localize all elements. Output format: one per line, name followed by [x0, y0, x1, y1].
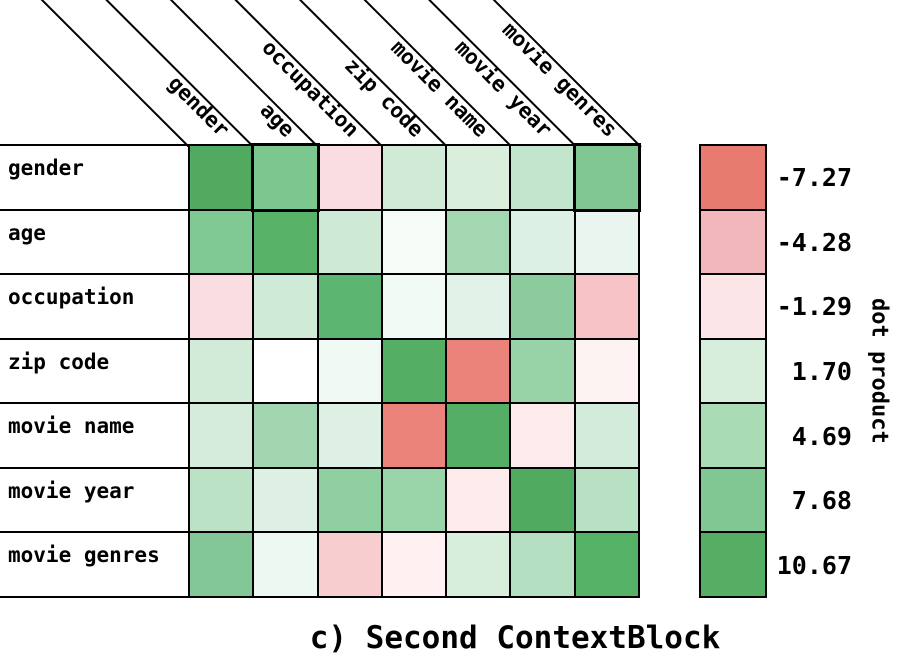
- heatmap-cell-gender-x-movie-name: [447, 146, 510, 209]
- heatmap-cell-occupation-x-movie-year: [511, 275, 574, 338]
- heatmap-cell-movie-genres-x-gender: [190, 533, 253, 596]
- heatmap-cell-zip-code-x-gender: [190, 339, 253, 403]
- row-label-gender: gender: [0, 144, 190, 209]
- heatmap-cell-age-x-movie-year: [511, 210, 574, 274]
- column-header-diagonal-lines: [40, 0, 642, 147]
- heatmap-cell-movie-name-x-movie-name: [447, 404, 510, 467]
- colorbar-cell: [701, 468, 765, 532]
- colorbar-tick-label: -7.27: [776, 163, 852, 193]
- colorbar-cell: [701, 146, 765, 209]
- heatmap-cell-age-x-movie-genres: [575, 210, 638, 274]
- heatmap-cell-age-x-zip-code: [382, 210, 446, 274]
- colorbar-tick-label: -1.29: [776, 292, 852, 322]
- heatmap-cell-occupation-x-gender: [190, 275, 253, 338]
- heatmap-cell-movie-year-x-age: [254, 468, 317, 532]
- heatmap-cell-zip-code-x-movie-genres: [575, 339, 638, 403]
- colorbar-tick-label: 1.70: [791, 357, 852, 386]
- heatmap-cell-age-x-occupation: [318, 210, 381, 274]
- colorbar-title-text: dot product: [866, 298, 892, 444]
- col-label-gender: gender: [163, 71, 235, 142]
- colorbar: [699, 144, 767, 598]
- heatmap-cell-occupation-x-occupation: [318, 275, 381, 338]
- heatmap-cell-gender-x-gender: [190, 146, 253, 209]
- heatmap-cell-zip-code-x-movie-year: [511, 339, 574, 403]
- heatmap-cell-movie-name-x-occupation: [318, 404, 381, 467]
- colorbar-cell: [701, 210, 765, 274]
- heatmap-cell-movie-year-x-movie-name: [447, 468, 510, 532]
- heatmap-cell-gender-x-movie-genres: [575, 146, 638, 209]
- heatmap-cell-age-x-gender: [190, 210, 253, 274]
- heatmap-cell-movie-year-x-occupation: [318, 468, 381, 532]
- heatmap-cell-occupation-x-zip-code: [382, 275, 446, 338]
- colorbar-cell: [701, 275, 765, 338]
- heatmap-cell-zip-code-x-occupation: [318, 339, 381, 403]
- row-label-zip-code: zip code: [0, 337, 190, 403]
- row-label-age: age: [0, 208, 190, 274]
- heatmap-cell-movie-name-x-age: [254, 404, 317, 467]
- diagonal-line: [40, 0, 190, 147]
- heatmap-cell-zip-code-x-zip-code: [382, 339, 446, 403]
- heatmap-cell-movie-year-x-zip-code: [382, 468, 446, 532]
- heatmap-cell-movie-name-x-zip-code: [382, 404, 446, 467]
- colorbar-tick-label: 10.67: [776, 550, 852, 580]
- heatmap-cell-occupation-x-movie-genres: [575, 275, 638, 338]
- heatmap-cell-movie-year-x-movie-year: [511, 468, 574, 532]
- heatmap-cell-movie-genres-x-movie-year: [511, 533, 574, 596]
- row-label-occupation: occupation: [0, 273, 190, 338]
- heatmap-cell-occupation-x-movie-name: [447, 275, 510, 338]
- heatmap-cell-age-x-age: [254, 210, 317, 274]
- heatmap-cell-movie-genres-x-zip-code: [382, 533, 446, 596]
- heatmap-cell-movie-name-x-gender: [190, 404, 253, 467]
- colorbar-tick-label: 4.69: [791, 421, 852, 451]
- heatmap-cell-movie-name-x-movie-year: [511, 404, 574, 467]
- heatmap-cell-gender-x-zip-code: [382, 146, 446, 209]
- heatmap-grid: [188, 144, 640, 598]
- colorbar-title: dot product: [856, 144, 902, 598]
- figure-caption: c) Second ContextBlock: [309, 620, 721, 656]
- heatmap-cell-movie-genres-x-occupation: [318, 533, 381, 596]
- colorbar-tick-label: 7.68: [791, 486, 852, 516]
- colorbar-cell: [701, 339, 765, 403]
- heatmap-cell-gender-x-movie-year: [511, 146, 574, 209]
- row-label-movie-name: movie name: [0, 402, 190, 467]
- heatmap-cell-occupation-x-age: [254, 275, 317, 338]
- row-label-movie-year: movie year: [0, 466, 190, 532]
- heatmap-cell-movie-genres-x-movie-genres: [575, 533, 638, 596]
- col-label-movie-genres: movie genres: [497, 17, 622, 142]
- colorbar-cell: [701, 404, 765, 467]
- col-label-age: age: [255, 97, 299, 142]
- heatmap-cell-gender-x-occupation: [318, 146, 381, 209]
- row-labels: gender age occupation zip code movie name mov…: [0, 144, 190, 598]
- row-label-movie-genres: movie genres: [0, 531, 190, 596]
- heatmap-cell-zip-code-x-movie-name: [447, 339, 510, 403]
- heatmap-cell-movie-year-x-movie-genres: [575, 468, 638, 532]
- heatmap-cell-movie-name-x-movie-genres: [575, 404, 638, 467]
- heatmap-cell-gender-x-age: [254, 146, 317, 209]
- heatmap-cell-movie-genres-x-movie-name: [447, 533, 510, 596]
- heatmap-cell-movie-year-x-gender: [190, 468, 253, 532]
- heatmap-cell-age-x-movie-name: [447, 210, 510, 274]
- colorbar-cell: [701, 533, 765, 596]
- heatmap-cell-movie-genres-x-age: [254, 533, 317, 596]
- heatmap-cell-zip-code-x-age: [254, 339, 317, 403]
- colorbar-tick-label: -4.28: [776, 227, 852, 257]
